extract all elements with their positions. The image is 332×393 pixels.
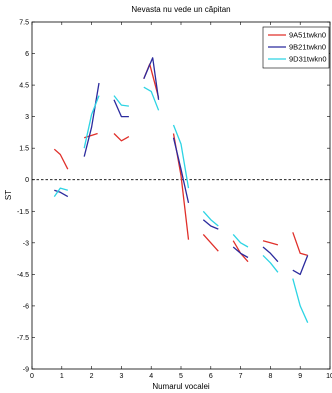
series-9A51twkn0-segment-6 — [202, 233, 219, 252]
series-9B21twkn0-segment-3 — [113, 99, 129, 118]
series-9B21twkn0-segment-9 — [292, 255, 309, 276]
series-9B21twkn0 — [54, 57, 309, 276]
y-tick-label: -6 — [23, 303, 29, 310]
y-tick-label: -9 — [23, 367, 29, 374]
x-tick-label: 9 — [298, 373, 302, 380]
y-tick-label: -7.5 — [17, 335, 29, 342]
y-tick-label: 3 — [25, 114, 29, 121]
x-tick-label: 10 — [326, 373, 332, 380]
series-9D31twkn0-segment-1 — [53, 187, 68, 197]
y-tick-label: 0 — [25, 177, 29, 184]
series-9A51twkn0-segment-8 — [262, 240, 279, 246]
legend: 9A51twkn0 9B21twkn0 9D31twkn0 — [262, 26, 330, 69]
series-9B21twkn0-segment-4 — [143, 57, 160, 100]
x-axis-label: Numarul vocalei — [152, 382, 210, 391]
axis-ticks: 0 1 2 3 4 5 6 7 8 9 10 7.5 6 4.5 3 1.5 0 -1.5 -3 -4.5 -6 -7.5… — [17, 20, 332, 381]
x-tick-label: 6 — [209, 373, 213, 380]
series-9B21twkn0-segment-7 — [232, 246, 249, 259]
series-9D31twkn0-segment-5 — [172, 124, 190, 189]
x-tick-label: 2 — [90, 373, 94, 380]
legend-entry-label: 9B21twkn0 — [289, 43, 326, 52]
series-9D31twkn0-segment-7 — [232, 233, 249, 248]
legend-entry-label: 9D31twkn0 — [289, 55, 327, 64]
series-9B21twkn0-segment-6 — [202, 219, 219, 230]
y-tick-label: 6 — [25, 51, 29, 58]
series-9B21twkn0-segment-1 — [54, 189, 69, 198]
x-tick-label: 3 — [119, 373, 123, 380]
plot-area-frame — [31, 21, 331, 370]
y-axis-label: ST — [4, 190, 13, 200]
series-9D31twkn0-segment-3 — [113, 95, 129, 107]
series-9B21twkn0-segment-2 — [83, 82, 100, 157]
series-9D31twkn0 — [53, 86, 309, 323]
series-9A51twkn0-segment-3 — [113, 133, 130, 142]
series-9A51twkn0-segment-7 — [232, 240, 249, 263]
series-9B21twkn0-segment-5 — [172, 137, 190, 204]
legend-entry-label: 9A51twkn0 — [289, 31, 326, 40]
series-9D31twkn0-segment-9 — [292, 278, 309, 323]
x-tick-label: 7 — [239, 373, 243, 380]
x-tick-label: 4 — [149, 373, 153, 380]
x-tick-label: 5 — [179, 373, 183, 380]
series-9D31twkn0-segment-6 — [202, 210, 219, 227]
x-tick-label: 0 — [30, 373, 34, 380]
series-9A51twkn0 — [53, 63, 308, 263]
x-tick-label: 8 — [268, 373, 272, 380]
series-9D31twkn0-segment-4 — [143, 86, 160, 111]
series-9D31twkn0-segment-8 — [262, 254, 279, 273]
series-9D31twkn0-segment-2 — [83, 95, 100, 149]
y-tick-label: -3 — [23, 240, 29, 247]
series-9A51twkn0-segment-1 — [53, 148, 69, 170]
x-tick-label: 1 — [60, 373, 64, 380]
y-tick-label: 1.5 — [19, 146, 29, 153]
y-tick-label: -4.5 — [17, 272, 29, 279]
series-9A51twkn0-segment-9 — [292, 232, 308, 257]
series-layer — [53, 57, 309, 323]
y-tick-label: -1.5 — [17, 209, 29, 216]
y-tick-label: 7.5 — [19, 20, 29, 27]
chart-title: Nevasta nu vede un căpitan — [131, 5, 230, 14]
series-9B21twkn0-segment-8 — [262, 246, 279, 263]
y-tick-label: 4.5 — [19, 83, 29, 90]
